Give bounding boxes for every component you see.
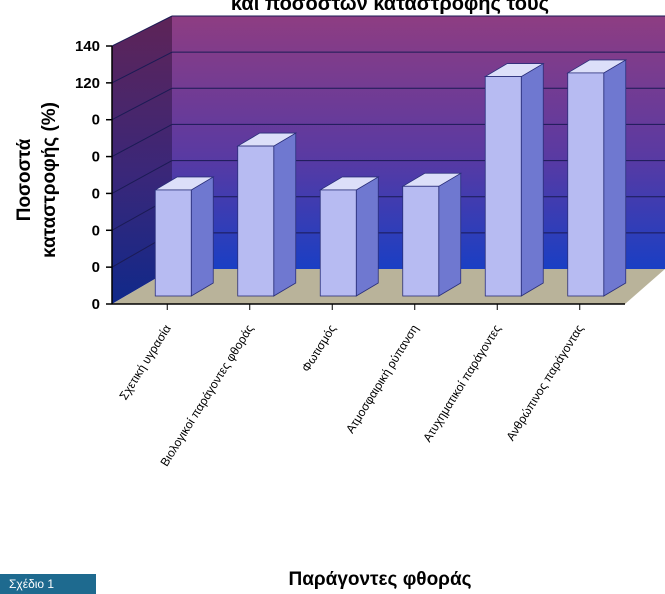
gridline-side (111, 15, 173, 47)
category-label: Ατμοσφαιρική ρύπανση (343, 322, 421, 436)
bar (483, 62, 545, 297)
bar (236, 132, 298, 297)
category-label: Βιολογικοί παράγοντες φθοράς (157, 322, 256, 469)
x-axis-title: Παράγοντες φθοράς (288, 569, 471, 590)
bar-side (273, 132, 297, 297)
bar-side (190, 176, 214, 297)
bar-side (603, 59, 627, 297)
chart-title: και ποσοστών καταστροφής τους (231, 0, 549, 15)
y-axis-title-line2: καταστροφής (%) (39, 102, 60, 258)
bar-front (402, 185, 440, 297)
gridline-side (111, 123, 173, 158)
y-tick-label: 0 (92, 149, 100, 166)
bar (318, 176, 380, 297)
bar (566, 59, 628, 297)
bar-side (355, 176, 379, 297)
bar (153, 176, 215, 297)
gridline-side (111, 87, 173, 121)
y-axis-title-line1: Ποσοστά (14, 138, 35, 221)
category-label: Ατυχηματικοί παράγοντες (420, 322, 504, 444)
bar (401, 172, 463, 297)
bar-front (319, 189, 357, 297)
category-label: Σχετική υγρασία (116, 322, 173, 402)
y-tick-label: 0 (92, 222, 100, 239)
bar-front (237, 145, 275, 297)
y-tick-label: 0 (92, 259, 100, 276)
y-tick-label: 0 (92, 296, 100, 313)
y-tick-label: 0 (92, 112, 100, 129)
y-tick-label: 0 (92, 185, 100, 202)
figure-label: Σχέδιο 1 (0, 574, 96, 594)
bar-side (520, 62, 544, 297)
bar-front (484, 76, 522, 297)
y-tick-label: 140 (75, 38, 100, 55)
y-tick-label: 120 (75, 75, 100, 92)
category-label: Ανθρώπινος παράγοντας (503, 322, 586, 443)
bar-side (438, 172, 462, 297)
y-axis-ticks: 0 0 0 0 0 0 120 140 (75, 38, 112, 313)
bars (153, 59, 628, 297)
gridline-side (111, 160, 173, 194)
category-label: Φωτισμός (299, 322, 339, 375)
bar-front (567, 72, 605, 297)
gridline-side (111, 51, 173, 84)
bar-front (154, 189, 192, 297)
